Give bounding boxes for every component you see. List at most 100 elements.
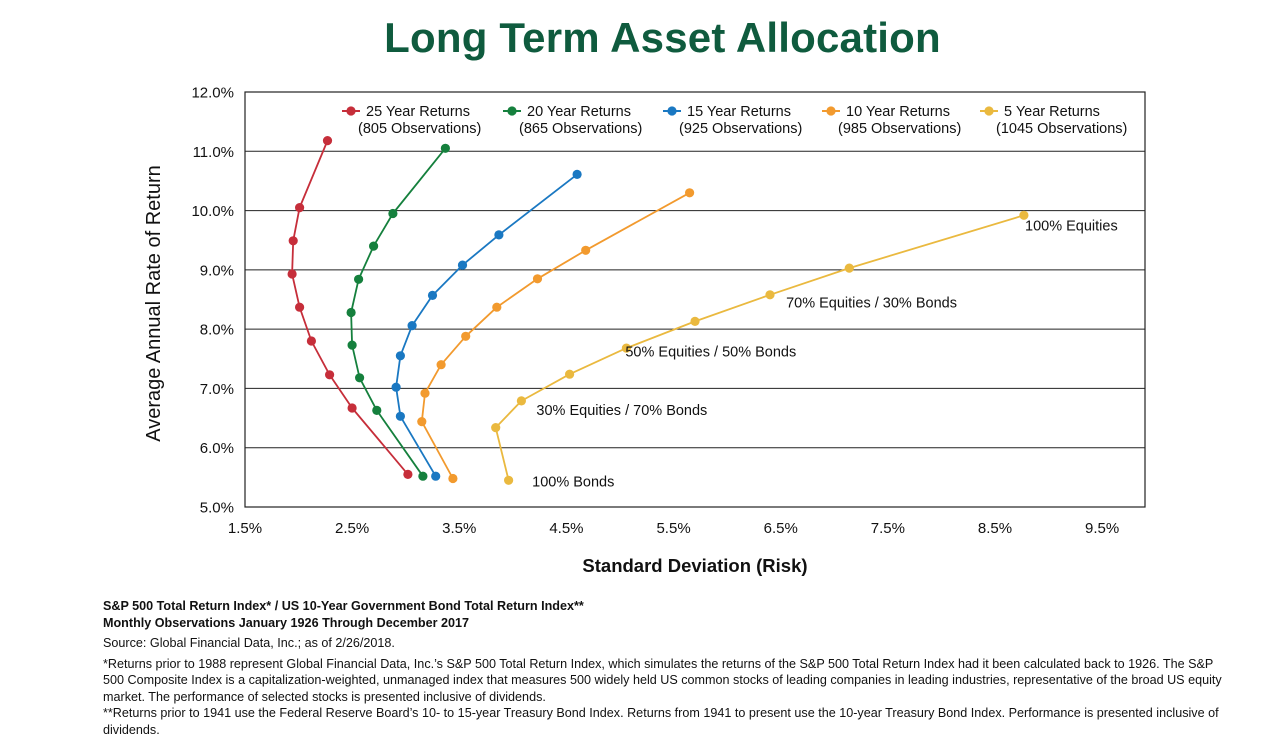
- legend-note-25-year-returns: (805 Observations): [358, 121, 481, 137]
- data-point-15-year-returns: [431, 471, 441, 481]
- y-tick-label: 8.0%: [200, 322, 234, 339]
- x-tick-label: 4.5%: [549, 520, 583, 537]
- x-tick-label: 3.5%: [442, 520, 476, 537]
- x-tick-label: 6.5%: [764, 520, 798, 537]
- series-line-15-year-returns: [395, 173, 578, 477]
- series-lines: [287, 136, 1029, 485]
- data-point-20-year-returns: [354, 274, 364, 284]
- data-point-15-year-returns: [572, 169, 582, 179]
- data-point-5-year-returns: [621, 343, 632, 353]
- data-point-15-year-returns: [391, 382, 401, 392]
- data-point-15-year-returns: [395, 351, 405, 361]
- data-point-5-year-returns: [1019, 210, 1029, 220]
- data-point-25-year-returns: [288, 236, 298, 246]
- legend-swatch-marker-5-year-returns: [984, 106, 994, 116]
- data-point-5-year-returns: [765, 290, 775, 300]
- data-point-25-year-returns: [347, 403, 357, 413]
- data-point-5-year-returns: [504, 475, 514, 485]
- footnote-source: Source: Global Financial Data, Inc.; as …: [103, 636, 395, 650]
- annotations: 100% Equities 70% Equities / 30% Bonds 50%…: [532, 218, 1118, 490]
- x-axis-label: Standard Deviation (Risk): [582, 555, 807, 576]
- legend-label-20-year-returns: 20 Year Returns: [527, 104, 631, 120]
- data-point-15-year-returns: [395, 411, 405, 421]
- data-point-25-year-returns: [306, 336, 316, 346]
- data-point-10-year-returns: [492, 302, 502, 312]
- footnote-subtitle: Monthly Observations January 1926 Throug…: [103, 615, 470, 630]
- annotation-label: 30% Equities / 70% Bonds: [536, 403, 707, 419]
- data-point-10-year-returns: [448, 473, 458, 484]
- data-point-10-year-returns: [417, 417, 427, 427]
- legend-swatch-marker-20-year-returns: [507, 106, 517, 116]
- annotation-label: 70% Equities / 30% Bonds: [786, 295, 957, 311]
- data-point-20-year-returns: [418, 471, 428, 481]
- data-point-15-year-returns: [407, 321, 417, 331]
- data-point-10-year-returns: [420, 388, 430, 398]
- data-point-10-year-returns: [436, 360, 446, 370]
- data-point-20-year-returns: [369, 241, 379, 251]
- data-point-20-year-returns: [372, 405, 382, 415]
- data-point-25-year-returns: [325, 370, 335, 380]
- data-point-5-year-returns: [565, 369, 575, 379]
- legend-note-10-year-returns: (985 Observations): [838, 121, 961, 137]
- data-point-15-year-returns: [457, 260, 468, 270]
- y-tick-label: 12.0%: [191, 85, 234, 102]
- series-line-20-year-returns: [350, 147, 447, 477]
- y-tick-label: 9.0%: [200, 262, 234, 279]
- x-tick-label: 5.5%: [656, 520, 690, 537]
- data-point-10-year-returns: [685, 188, 695, 198]
- legend-note-5-year-returns: (1045 Observations): [996, 121, 1127, 137]
- data-point-15-year-returns: [494, 230, 504, 240]
- y-axis-label: Average Annual Rate of Return: [143, 165, 165, 441]
- legend-label-10-year-returns: 10 Year Returns: [846, 104, 950, 120]
- legend-swatch-marker-25-year-returns: [346, 106, 356, 116]
- data-point-20-year-returns: [440, 143, 450, 153]
- data-point-25-year-returns: [295, 203, 305, 213]
- legend-note-20-year-returns: (865 Observations): [519, 121, 642, 137]
- x-tick-label: 2.5%: [335, 520, 369, 537]
- legend-note-15-year-returns: (925 Observations): [679, 121, 802, 137]
- legend-swatch-marker-10-year-returns: [826, 106, 836, 116]
- y-tick-label: 11.0%: [193, 144, 234, 161]
- footnotes: S&P 500 Total Return Index* / US 10-Year…: [103, 598, 1233, 738]
- data-point-20-year-returns: [347, 340, 357, 350]
- x-tick-label: 9.5%: [1085, 520, 1119, 537]
- data-point-25-year-returns: [295, 302, 305, 312]
- data-point-5-year-returns: [491, 423, 501, 433]
- data-point-5-year-returns: [690, 316, 700, 326]
- x-tick-label: 8.5%: [978, 520, 1012, 537]
- legend-label-25-year-returns: 25 Year Returns: [366, 104, 470, 120]
- footnote-title: S&P 500 Total Return Index* / US 10-Year…: [103, 599, 584, 613]
- chart-title: Long Term Asset Allocation: [384, 14, 941, 61]
- annotation-label: 50% Equities / 50% Bonds: [625, 345, 796, 361]
- data-point-5-year-returns: [844, 263, 854, 273]
- chart: 5.0% 6.0% 7.0% 8.0% 9.0% 10.0% 11.0% 12.0% 1.5% 2…: [143, 85, 1146, 576]
- data-point-20-year-returns: [388, 208, 398, 219]
- data-point-25-year-returns: [403, 469, 413, 479]
- data-point-25-year-returns: [287, 269, 297, 279]
- data-point-5-year-returns: [516, 396, 527, 406]
- data-point-25-year-returns: [322, 136, 333, 146]
- x-tick-label: 7.5%: [871, 520, 905, 537]
- legend-label-15-year-returns: 15 Year Returns: [687, 104, 791, 120]
- y-tick-label: 7.0%: [200, 381, 234, 398]
- y-tick-label: 6.0%: [200, 440, 234, 457]
- annotation-label: 100% Equities: [1025, 218, 1118, 234]
- annotation-label: 100% Bonds: [532, 475, 614, 491]
- x-tick-label: 1.5%: [228, 520, 262, 537]
- data-point-10-year-returns: [461, 331, 471, 341]
- series-line-25-year-returns: [291, 140, 409, 475]
- footnote-sp500: *Returns prior to 1988 represent Global …: [103, 656, 1222, 704]
- data-point-20-year-returns: [355, 373, 365, 383]
- legend: 25 Year Returns(805 Observations) 20 Year…: [342, 104, 1127, 137]
- footnote-treasury: **Returns prior to 1941 use the Federal …: [103, 706, 1219, 737]
- y-tick-label: 10.0%: [191, 203, 234, 220]
- legend-swatch-marker-15-year-returns: [667, 106, 677, 116]
- plot-frame: [244, 91, 1146, 508]
- data-point-10-year-returns: [581, 245, 591, 255]
- tick-labels: 5.0% 6.0% 7.0% 8.0% 9.0% 10.0% 11.0% 12.0% 1.5% 2…: [191, 85, 1119, 538]
- data-point-10-year-returns: [532, 274, 543, 284]
- legend-label-5-year-returns: 5 Year Returns: [1004, 104, 1100, 120]
- data-point-15-year-returns: [427, 290, 438, 300]
- y-tick-label: 5.0%: [200, 500, 234, 517]
- data-point-20-year-returns: [346, 307, 356, 318]
